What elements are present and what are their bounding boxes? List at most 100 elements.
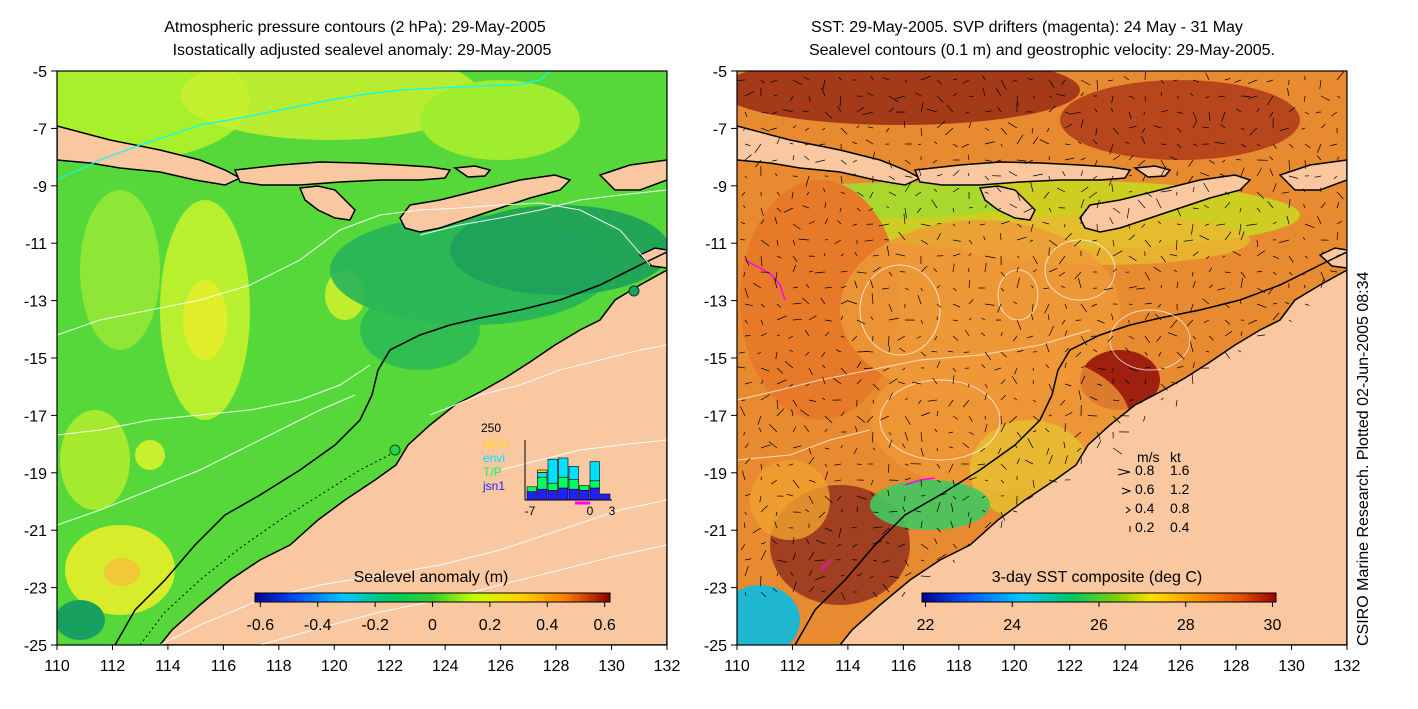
velocity-arrow xyxy=(760,542,766,545)
velocity-arrow xyxy=(936,479,941,483)
velocity-arrow xyxy=(1192,362,1195,369)
velocity-arrow xyxy=(824,238,829,241)
velocity-arrow xyxy=(1224,78,1231,81)
velocity-arrow xyxy=(792,479,800,489)
velocity-arrow xyxy=(856,107,865,113)
speed-legend-kt: 0.4 xyxy=(1170,519,1190,535)
velocity-arrow xyxy=(806,191,810,196)
velocity-arrow xyxy=(1272,143,1277,149)
velocity-arrow xyxy=(1256,250,1265,257)
velocity-arrow xyxy=(1176,281,1179,289)
velocity-arrow xyxy=(743,271,746,277)
velocity-arrow xyxy=(1336,201,1340,209)
velocity-arrow xyxy=(783,109,794,113)
x-tick-label: 124 xyxy=(432,658,459,675)
velocity-arrow xyxy=(963,399,970,408)
velocity-arrow xyxy=(1240,127,1245,131)
velocity-arrow xyxy=(1187,175,1194,184)
velocity-arrow xyxy=(886,127,890,133)
velocity-arrow xyxy=(824,332,830,337)
velocity-arrow xyxy=(995,87,1002,97)
velocity-arrow xyxy=(888,303,893,312)
velocity-arrow xyxy=(804,508,810,513)
velocity-arrow xyxy=(977,463,986,466)
velocity-arrow xyxy=(1220,123,1226,129)
velocity-arrow xyxy=(916,335,922,339)
velocity-arrow xyxy=(904,398,908,401)
velocity-arrow xyxy=(984,191,989,194)
velocity-arrow xyxy=(1204,223,1210,226)
velocity-arrow xyxy=(1288,271,1293,276)
velocity-arrow xyxy=(968,220,971,225)
velocity-arrow xyxy=(776,408,785,417)
velocity-arrow xyxy=(1000,220,1010,225)
velocity-arrow xyxy=(770,79,778,83)
velocity-arrow xyxy=(1156,335,1162,342)
inset-bar-segment xyxy=(579,485,590,491)
velocity-arrow xyxy=(1048,95,1052,98)
velocity-arrow xyxy=(740,221,746,225)
velocity-arrow xyxy=(952,239,961,242)
y-tick-label: -7 xyxy=(713,121,727,138)
velocity-arrow xyxy=(1239,300,1242,305)
velocity-arrow xyxy=(984,424,988,433)
velocity-arrow xyxy=(743,522,746,529)
left-y-axis: -5 -7 -9 -11 -13 -15 -17 -19 -21 -23 -25 xyxy=(24,64,57,655)
velocity-arrow xyxy=(1080,366,1085,369)
velocity-arrow xyxy=(808,586,815,593)
velocity-arrow xyxy=(871,492,874,497)
velocity-arrow xyxy=(1160,91,1163,97)
velocity-arrow xyxy=(1070,111,1082,115)
velocity-arrow xyxy=(934,335,938,341)
y-tick-label: -25 xyxy=(24,638,47,655)
velocity-arrow xyxy=(1030,313,1034,321)
velocity-arrow xyxy=(1048,479,1058,483)
velocity-arrow xyxy=(1112,250,1123,257)
velocity-arrow xyxy=(1096,79,1099,91)
velocity-arrow xyxy=(834,239,842,245)
velocity-arrow xyxy=(760,255,763,267)
velocity-arrow xyxy=(904,175,913,178)
velocity-arrow xyxy=(1256,168,1262,177)
velocity-arrow xyxy=(1144,95,1147,102)
velocity-arrow xyxy=(1183,239,1194,242)
velocity-arrow xyxy=(840,444,843,449)
velocity-arrow xyxy=(741,399,746,401)
velocity-arrow xyxy=(1222,255,1226,258)
velocity-arrow xyxy=(1169,156,1178,161)
velocity-arrow xyxy=(802,110,810,113)
velocity-arrow xyxy=(868,207,874,212)
velocity-arrow xyxy=(744,443,749,449)
velocity-arrow xyxy=(776,239,779,246)
velocity-arrow xyxy=(888,439,893,449)
velocity-arrow xyxy=(1125,141,1130,145)
velocity-arrow xyxy=(936,120,946,129)
velocity-arrow xyxy=(1061,79,1066,85)
velocity-arrow xyxy=(1316,155,1322,161)
velocity-arrow xyxy=(1126,207,1130,219)
velocity-arrow xyxy=(776,303,782,308)
velocity-arrow xyxy=(1087,415,1098,417)
y-tick-label: -23 xyxy=(704,581,727,598)
y-tick-label: -21 xyxy=(24,523,47,540)
velocity-arrow xyxy=(1203,319,1210,324)
velocity-arrow xyxy=(823,252,826,257)
velocity-arrow xyxy=(1157,303,1162,308)
velocity-arrow xyxy=(1143,111,1146,116)
velocity-arrow xyxy=(869,575,874,579)
velocity-arrow xyxy=(1111,95,1114,103)
inset-bar-segment xyxy=(568,488,579,501)
velocity-arrow xyxy=(1302,188,1306,193)
velocity-arrow xyxy=(952,319,958,322)
velocity-arrow xyxy=(788,335,794,340)
velocity-arrow xyxy=(952,187,960,193)
velocity-arrow xyxy=(1137,159,1146,167)
velocity-arrow xyxy=(904,415,911,425)
left-title-line2: Isostatically adjusted sealevel anomaly:… xyxy=(173,42,552,59)
velocity-arrow xyxy=(1048,239,1058,247)
velocity-arrow xyxy=(1000,422,1006,433)
velocity-arrow xyxy=(1288,143,1294,148)
velocity-arrow xyxy=(836,495,842,501)
velocity-arrow xyxy=(792,255,798,263)
inset-ymax-label: 250 xyxy=(481,421,501,435)
